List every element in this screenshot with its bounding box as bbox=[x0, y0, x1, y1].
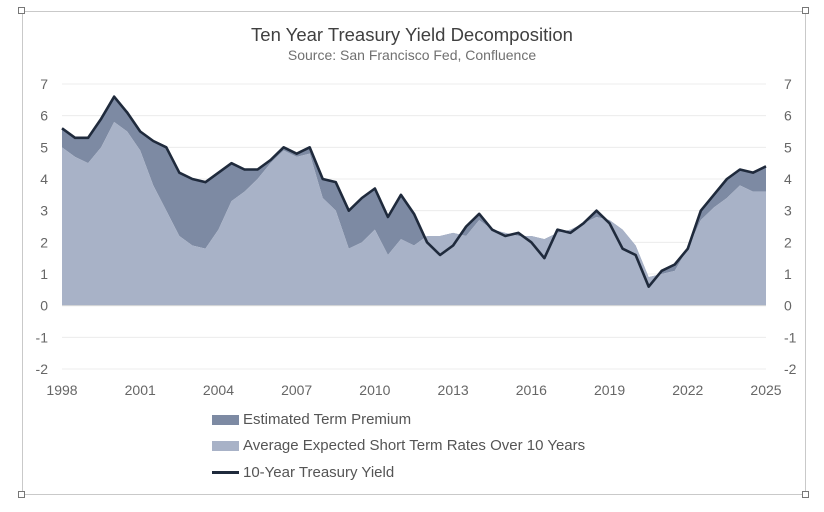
y-tick-label-right: -2 bbox=[784, 361, 797, 377]
y-tick-label-left: 2 bbox=[40, 234, 48, 250]
y-tick-label-right: -1 bbox=[784, 329, 797, 345]
resize-handle-top-left[interactable] bbox=[18, 7, 25, 14]
y-tick-label-left: 4 bbox=[40, 171, 48, 187]
y-tick-label-right: 5 bbox=[784, 139, 792, 155]
y-tick-label-right: 7 bbox=[784, 76, 792, 92]
y-tick-label-left: -1 bbox=[36, 329, 49, 345]
y-tick-label-right: 2 bbox=[784, 234, 792, 250]
legend-swatch-yield bbox=[212, 471, 239, 474]
x-tick-label: 2004 bbox=[203, 382, 234, 398]
resize-handle-bottom-right[interactable] bbox=[802, 491, 809, 498]
resize-handle-bottom-left[interactable] bbox=[18, 491, 25, 498]
y-tick-label-left: -2 bbox=[36, 361, 49, 377]
legend-swatch-expected-rates bbox=[212, 440, 239, 451]
x-tick-label: 2001 bbox=[125, 382, 156, 398]
y-tick-label-left: 3 bbox=[40, 203, 48, 219]
y-tick-label-right: 0 bbox=[784, 298, 792, 314]
x-tick-label: 1998 bbox=[46, 382, 77, 398]
chart-subtitle: Source: San Francisco Fed, Confluence bbox=[287, 47, 537, 63]
chart-title: Ten Year Treasury Yield Decomposition bbox=[251, 24, 573, 45]
x-tick-label: 2025 bbox=[750, 382, 781, 398]
legend-item-expected-rates: Average Expected Short Term Rates Over 1… bbox=[212, 437, 585, 454]
resize-handle-top-right[interactable] bbox=[802, 7, 809, 14]
term-premium-area bbox=[62, 96, 766, 287]
x-tick-label: 2019 bbox=[594, 382, 625, 398]
y-tick-label-left: 0 bbox=[40, 298, 48, 314]
y-tick-label-right: 1 bbox=[784, 266, 792, 282]
x-tick-label: 2013 bbox=[438, 382, 469, 398]
chart-frame bbox=[22, 11, 806, 495]
y-tick-label-left: 5 bbox=[40, 139, 48, 155]
legend-label-term-premium: Estimated Term Premium bbox=[243, 411, 412, 428]
legend-label-yield: 10-Year Treasury Yield bbox=[243, 464, 395, 481]
y-tick-label-left: 1 bbox=[40, 266, 48, 282]
legend-item-yield: 10-Year Treasury Yield bbox=[212, 464, 394, 481]
expected-rates-area bbox=[62, 122, 766, 306]
legend-label-expected-rates: Average Expected Short Term Rates Over 1… bbox=[243, 437, 586, 454]
x-tick-label: 2022 bbox=[672, 382, 703, 398]
x-tick-label: 2007 bbox=[281, 382, 312, 398]
y-tick-label-right: 6 bbox=[784, 108, 792, 124]
x-tick-label: 2010 bbox=[359, 382, 390, 398]
legend-item-term-premium: Estimated Term Premium bbox=[212, 411, 411, 428]
y-tick-label-left: 6 bbox=[40, 108, 48, 124]
legend-swatch-term-premium bbox=[212, 414, 239, 425]
yield-line bbox=[61, 95, 767, 288]
y-tick-label-left: 7 bbox=[40, 76, 48, 92]
x-tick-label: 2016 bbox=[516, 382, 547, 398]
y-tick-label-right: 4 bbox=[784, 171, 792, 187]
y-tick-label-right: 3 bbox=[784, 203, 792, 219]
